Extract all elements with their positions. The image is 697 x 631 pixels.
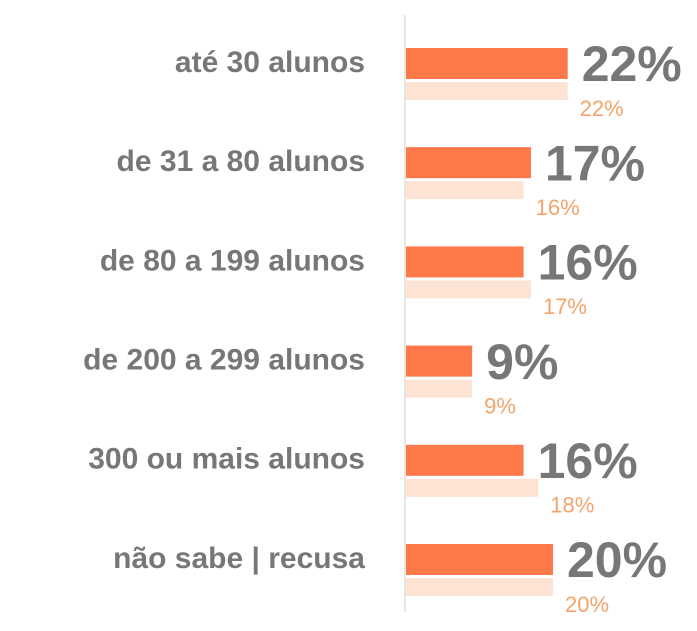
value-label: 9% [484, 393, 516, 418]
value-label: 17% [545, 135, 645, 191]
bar [406, 147, 531, 179]
value-label: 22% [580, 96, 624, 121]
category-label: de 80 a 199 alunos [100, 244, 365, 277]
value-label: 18% [550, 493, 594, 518]
bar [406, 578, 553, 596]
bar [406, 345, 473, 377]
category-label: de 31 a 80 alunos [117, 145, 365, 178]
value-label: 22% [582, 36, 682, 92]
value-label: 20% [567, 532, 667, 588]
category-label: não sabe | recusa [113, 542, 365, 575]
category-label: de 200 a 299 alunos [83, 344, 365, 377]
value-label: 16% [538, 235, 638, 291]
bar [406, 444, 524, 476]
bar [406, 478, 539, 497]
bar [406, 379, 473, 398]
bar [406, 48, 568, 79]
value-label: 16% [538, 433, 638, 489]
category-label: até 30 alunos [175, 46, 365, 79]
bar [406, 181, 524, 200]
bar [406, 82, 568, 100]
category-label: 300 ou mais alunos [88, 443, 365, 476]
value-label: 9% [486, 334, 558, 390]
value-label: 20% [565, 592, 609, 617]
bar [406, 280, 531, 299]
bar [406, 246, 524, 278]
value-label: 17% [543, 294, 587, 319]
value-label: 16% [536, 195, 580, 220]
bar [406, 544, 553, 575]
